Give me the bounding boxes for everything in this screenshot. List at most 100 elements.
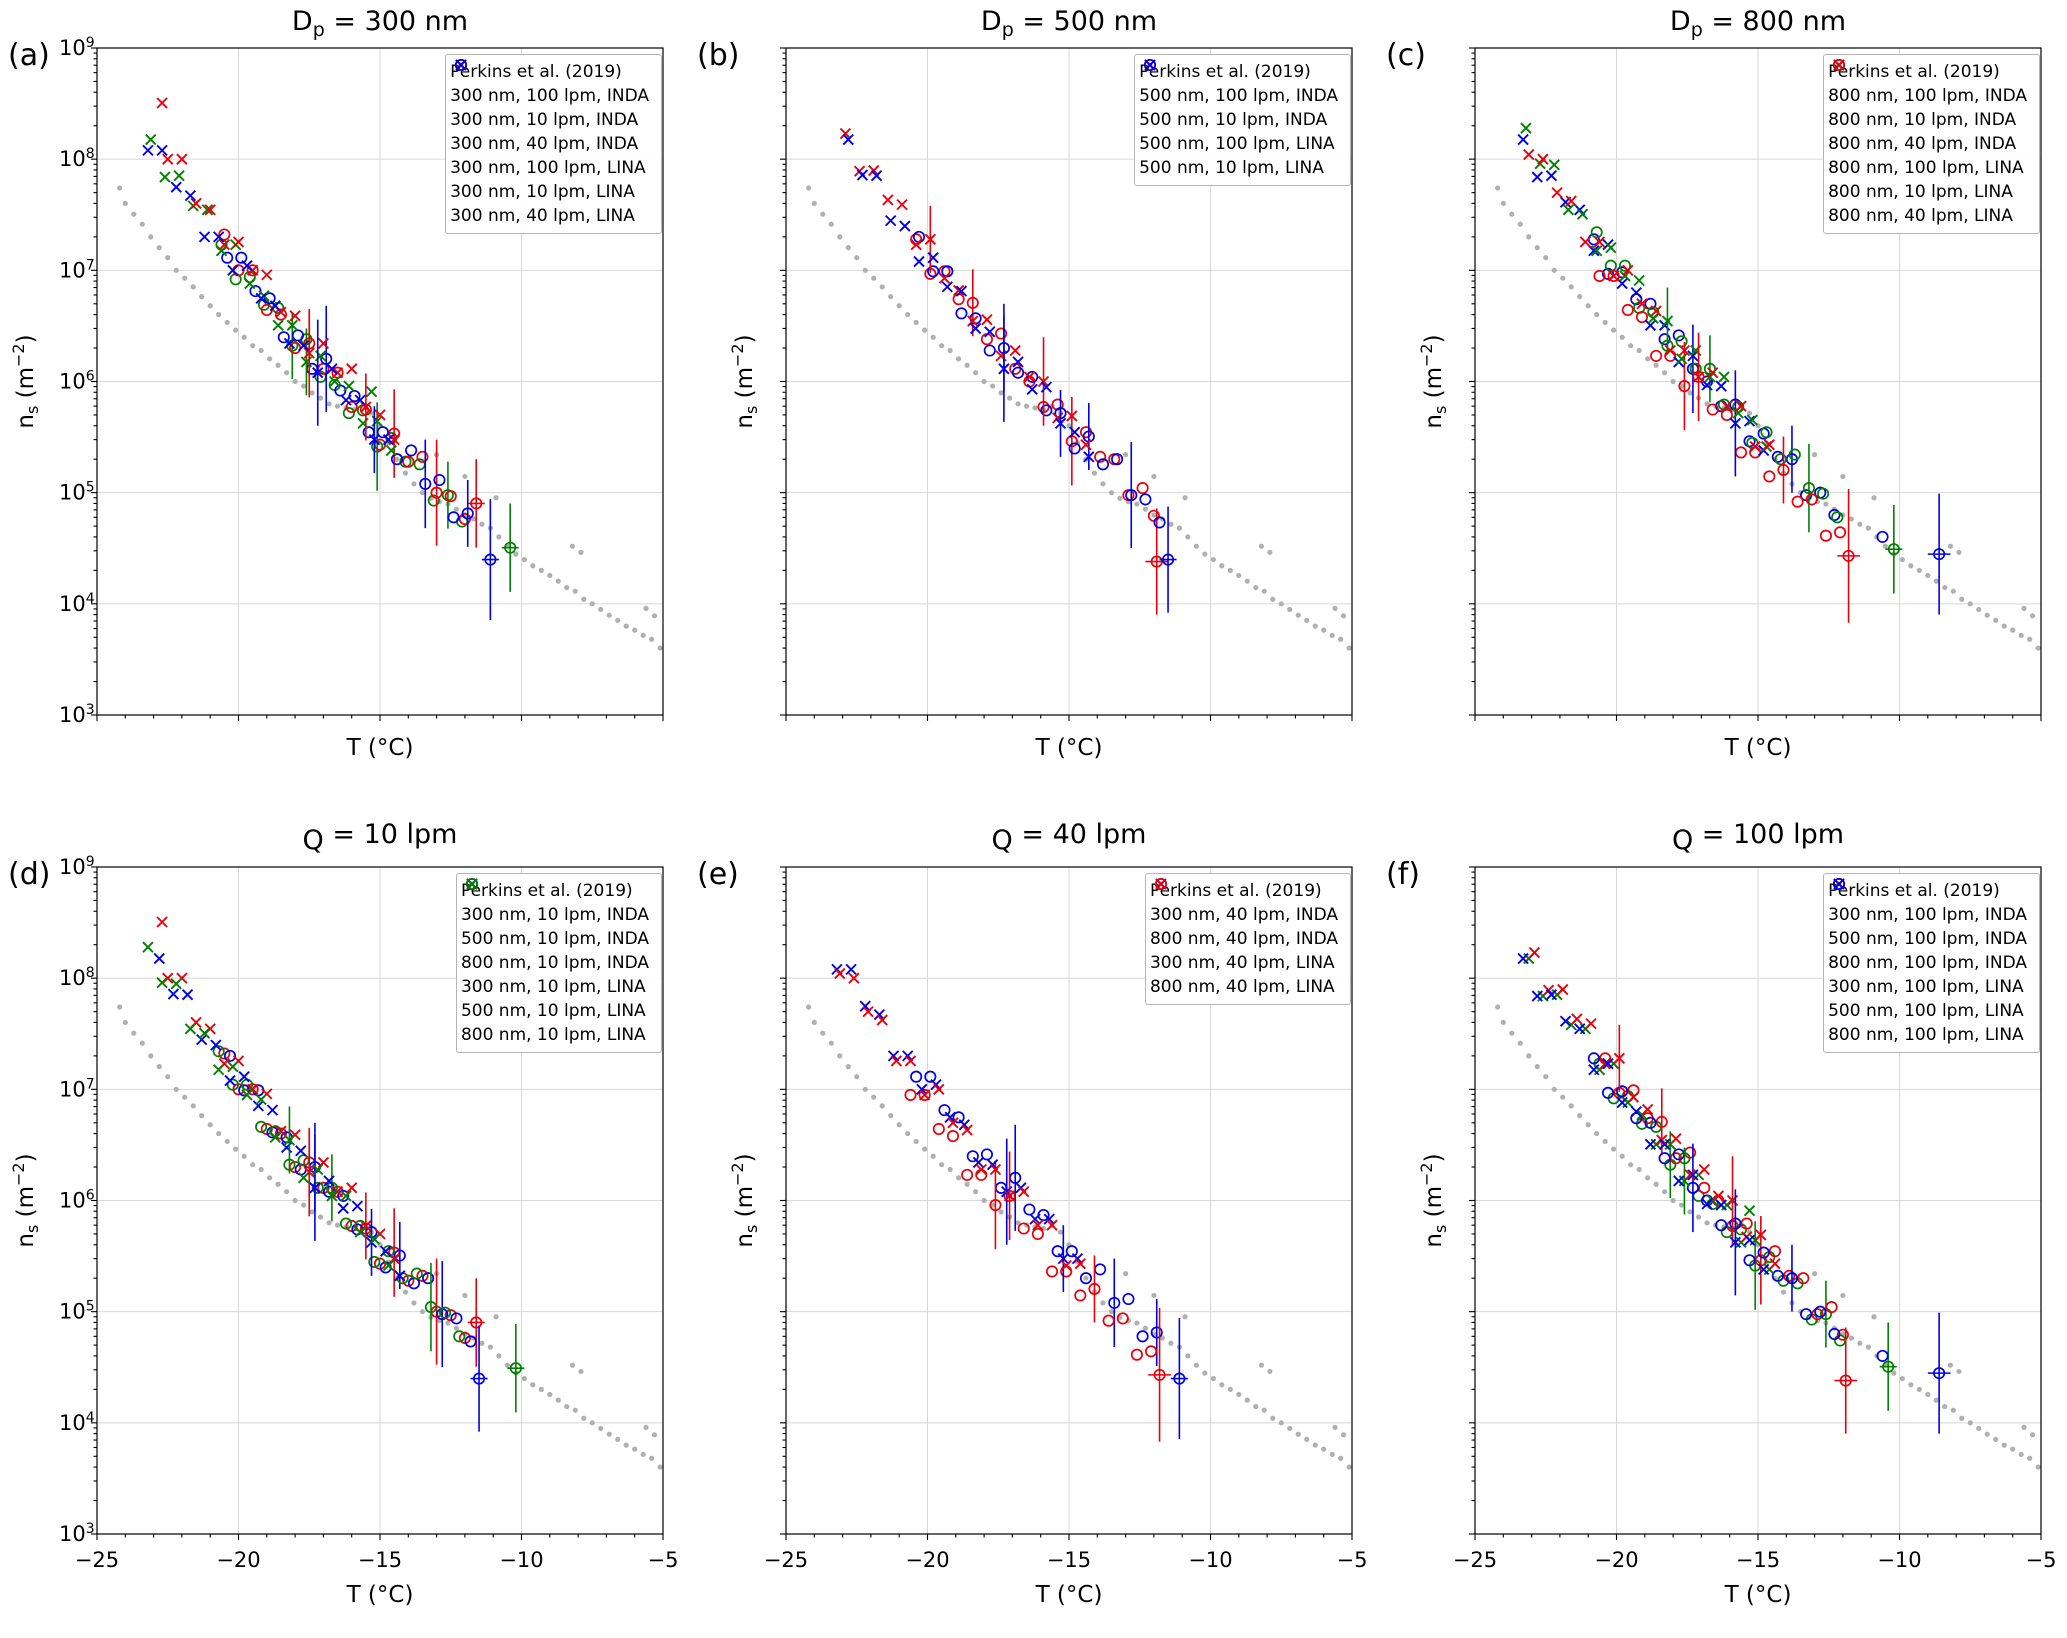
legend: Perkins et al. (2019) 800 nm, 100 lpm, IN…: [1823, 54, 2040, 234]
panel-f: −25 −20 −15 −10 −5 T (°C) ns (m−2) Q = 100 lpm (…: [1378, 819, 2067, 1638]
series-perkins: [806, 1004, 1352, 1470]
plot-a: 109 108 107 106 105 104 103 T (°C) ns (m−2) Dp = …: [9, 6, 664, 761]
y-tick-label: 105: [59, 1299, 95, 1324]
ticks: [91, 866, 664, 1540]
legend-label: 300 nm, 10 lpm, INDA: [450, 110, 639, 130]
ticks: [1469, 866, 2042, 1540]
series-perkins: [117, 185, 663, 651]
panel-title: Dp = 300 nm: [292, 6, 468, 41]
legend-label: Perkins et al. (2019): [1828, 62, 2000, 82]
legend-label: 800 nm, 40 lpm, LINA: [1149, 977, 1335, 997]
series-d500_10_inda: [912, 230, 1177, 613]
legend-entry: 500 nm, 10 lpm, LINA: [461, 878, 649, 1022]
series-perkins: [1495, 185, 2041, 651]
panel-d: −25 −20 −15 −10 −5 109 108 107 106 105 104 103 T (°C…: [0, 819, 689, 1638]
legend: Perkins et al. (2019) 500 nm, 100 lpm, IN…: [1134, 54, 1351, 186]
legend-entry: 800 nm, 40 lpm, INDA: [1149, 877, 1338, 950]
legend-label: 800 nm, 10 lpm, INDA: [1828, 110, 2017, 130]
series-perkins: [1495, 1004, 2041, 1470]
series-d800_100_inda: [1587, 1052, 1951, 1434]
legend-entry: 300 nm, 100 lpm, LINA: [450, 59, 649, 179]
panel-letter: (f): [1386, 857, 1420, 892]
x-axis-label: T (°C): [346, 735, 414, 761]
legend-label: 300 nm, 40 lpm, LINA: [1149, 953, 1335, 973]
series-d500_100_inda: [910, 233, 1169, 615]
legend-entry: 800 nm, 10 lpm, LINA: [461, 878, 649, 1046]
legend-label: 300 nm, 100 lpm, LINA: [450, 158, 646, 178]
legend-entry: 300 nm, 10 lpm, LINA: [460, 878, 649, 998]
x-marker-icon: [1155, 878, 1167, 890]
y-tick-label: 104: [59, 1410, 95, 1435]
x-tick-label: −10: [1877, 1548, 1921, 1572]
legend-label: 800 nm, 100 lpm, LINA: [1828, 158, 2024, 178]
y-axis-label: ns (m−2): [728, 334, 761, 428]
series-d800_40_lina: [1523, 148, 1775, 453]
x-tick-label: −20: [905, 1548, 949, 1572]
legend-label: 300 nm, 10 lpm, LINA: [460, 977, 646, 997]
series-d300_40_inda: [910, 1070, 1188, 1440]
circle-marker-icon: [455, 58, 468, 72]
legend-entry: 800 nm, 10 lpm, LINA: [1828, 59, 2027, 203]
legend-label: 800 nm, 10 lpm, INDA: [460, 953, 649, 973]
ticks: [91, 47, 664, 721]
plot-e: −25 −20 −15 −10 −5 T (°C) ns (m−2) Q = 40 lpm: [728, 819, 1368, 1608]
x-axis-label: T (°C): [1035, 1582, 1103, 1608]
x-tick-label: −5: [1337, 1548, 1368, 1572]
panel-a: 109 108 107 106 105 104 103 T (°C) ns (m−2) Dp = …: [0, 0, 689, 819]
y-tick-label: 108: [59, 965, 95, 990]
x-axis-label: T (°C): [1724, 735, 1792, 761]
legend: Perkins et al. (2019) 300 nm, 40 lpm, IND…: [1144, 873, 1351, 1005]
x-marker-icon: [1833, 59, 1845, 71]
legend-label: 800 nm, 100 lpm, INDA: [1828, 953, 2027, 973]
legend-entry: 500 nm, 100 lpm, INDA: [1139, 58, 1338, 107]
legend-label: Perkins et al. (2019): [1828, 881, 2000, 901]
legend-entry: 800 nm, 40 lpm, LINA: [1828, 59, 2027, 227]
panel-title: Dp = 800 nm: [1670, 6, 1846, 41]
legend-entry: 500 nm, 10 lpm, INDA: [1139, 58, 1338, 131]
legend-label: 300 nm, 10 lpm, INDA: [460, 905, 649, 925]
series-d300_40_lina: [142, 144, 395, 474]
legend-label: Perkins et al. (2019): [450, 62, 622, 82]
legend-label: 300 nm, 100 lpm, LINA: [1828, 977, 2024, 997]
legend-entry: 300 nm, 100 lpm, INDA: [1828, 877, 2027, 926]
legend-entry: 800 nm, 10 lpm, INDA: [1828, 58, 2027, 131]
legend-label: 800 nm, 10 lpm, LINA: [1828, 182, 2013, 202]
legend-entry: 300 nm, 40 lpm, INDA: [1150, 877, 1338, 926]
plot-b: T (°C) ns (m−2) Dp = 500 nm: [728, 6, 1353, 761]
series-d800_10_lina: [1520, 122, 1773, 453]
series-d800_100_lina: [1517, 952, 1770, 1296]
circle-marker-icon: [1833, 877, 1846, 891]
legend-entry: 300 nm, 40 lpm, INDA: [450, 58, 649, 155]
legend-label: 800 nm, 100 lpm, INDA: [1828, 86, 2027, 106]
x-marker-icon: [466, 878, 478, 890]
legend-label: 500 nm, 100 lpm, LINA: [1828, 1001, 2024, 1021]
x-tick-label: −15: [1047, 1548, 1091, 1572]
panel-title: Q = 100 lpm: [1672, 819, 1844, 856]
legend-label: 800 nm, 40 lpm, INDA: [1149, 929, 1338, 949]
legend-label: 300 nm, 40 lpm, INDA: [450, 134, 639, 154]
x-tick-label: −20: [216, 1548, 260, 1572]
x-marker-icon: [1833, 878, 1845, 890]
legend-entry: Perkins et al. (2019): [1828, 880, 2027, 902]
series-d300_40_inda: [221, 251, 499, 621]
legend-entry: Perkins et al. (2019): [450, 61, 649, 83]
legend-label: Perkins et al. (2019): [1149, 881, 1322, 901]
legend-entry: 500 nm, 100 lpm, INDA: [1828, 877, 2027, 950]
series-d500_100_lina: [1528, 946, 1781, 1270]
legend-entry: 300 nm, 10 lpm, INDA: [450, 58, 649, 131]
legend-entry: 300 nm, 40 lpm, LINA: [1149, 878, 1338, 974]
legend-entry: 500 nm, 100 lpm, LINA: [1828, 878, 2027, 1022]
legend-label: 300 nm, 40 lpm, LINA: [450, 206, 635, 226]
y-tick-label: 107: [59, 257, 95, 282]
legend-label: 300 nm, 100 lpm, INDA: [450, 86, 649, 106]
legend-entry: 800 nm, 100 lpm, INDA: [1828, 58, 2027, 107]
y-axis-label: ns (m−2): [1417, 1153, 1450, 1247]
legend-label: Perkins et al. (2019): [460, 881, 633, 901]
legend: Perkins et al. (2019) 300 nm, 10 lpm, IND…: [455, 873, 662, 1053]
legend-label: 300 nm, 10 lpm, LINA: [450, 182, 635, 202]
y-tick-label: 107: [59, 1076, 95, 1101]
legend: Perkins et al. (2019) 300 nm, 100 lpm, IN…: [445, 54, 662, 234]
series-d500_10_lina: [842, 133, 1095, 463]
x-tick-label: −25: [75, 1548, 119, 1572]
